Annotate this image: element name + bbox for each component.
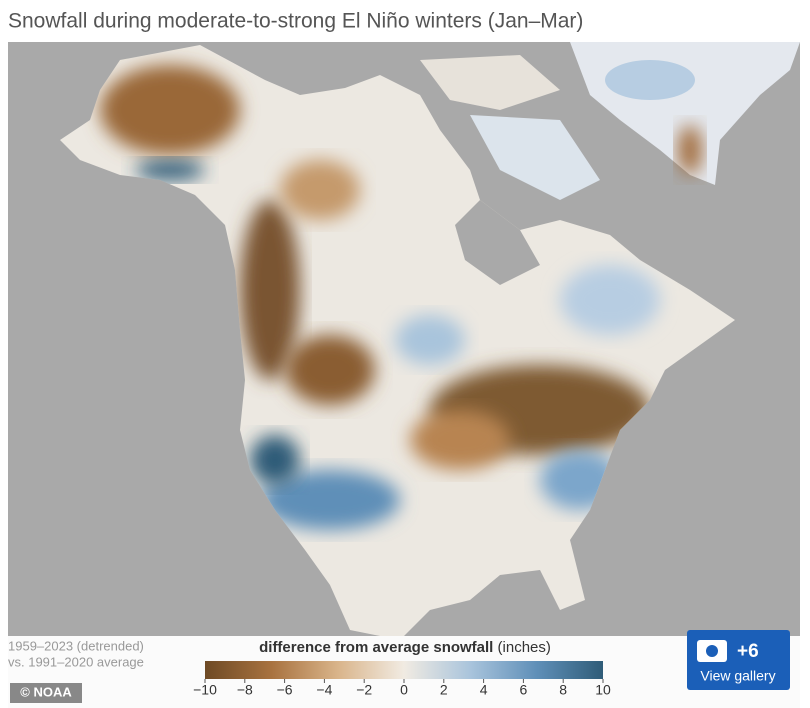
note: vs. 1991–2020 average (8, 654, 144, 669)
legend-label: difference from average snowfall (inches… (259, 639, 551, 656)
tick-label: −8 (237, 682, 253, 698)
arctic-island (420, 55, 560, 110)
arctic-island (470, 115, 600, 200)
hudson-bay (455, 200, 540, 285)
credit-badge (10, 683, 82, 703)
camera-lens (706, 645, 718, 657)
tick-label: 0 (400, 682, 408, 698)
colorbar (205, 661, 603, 679)
credit: © NOAA (20, 684, 72, 699)
snow-anomaly (605, 60, 695, 100)
anomaly-field (100, 65, 660, 530)
tick-label: −10 (193, 682, 217, 698)
title: Snowfall during moderate-to-strong El Ni… (8, 10, 583, 33)
gallery-label[interactable]: View gallery (700, 668, 775, 684)
gallery-count[interactable]: +6 (737, 641, 759, 662)
colorbar-ticks: −10 −8 −6 −4 −2 0 2 4 6 8 10 (193, 679, 611, 698)
tick-label: 10 (595, 682, 611, 698)
note: 1959–2023 (detrended) (8, 638, 144, 653)
tick-label: 4 (480, 682, 488, 698)
legend-unit: (inches) (498, 639, 551, 656)
tick-label: 8 (559, 682, 567, 698)
tick-label: 6 (520, 682, 528, 698)
legend-label-text: difference from average snowfall (259, 639, 493, 656)
snow-anomaly (678, 125, 702, 175)
tick-label: −4 (316, 682, 332, 698)
tick-label: 2 (440, 682, 448, 698)
tick-label: −6 (277, 682, 293, 698)
tick-label: −2 (356, 682, 372, 698)
